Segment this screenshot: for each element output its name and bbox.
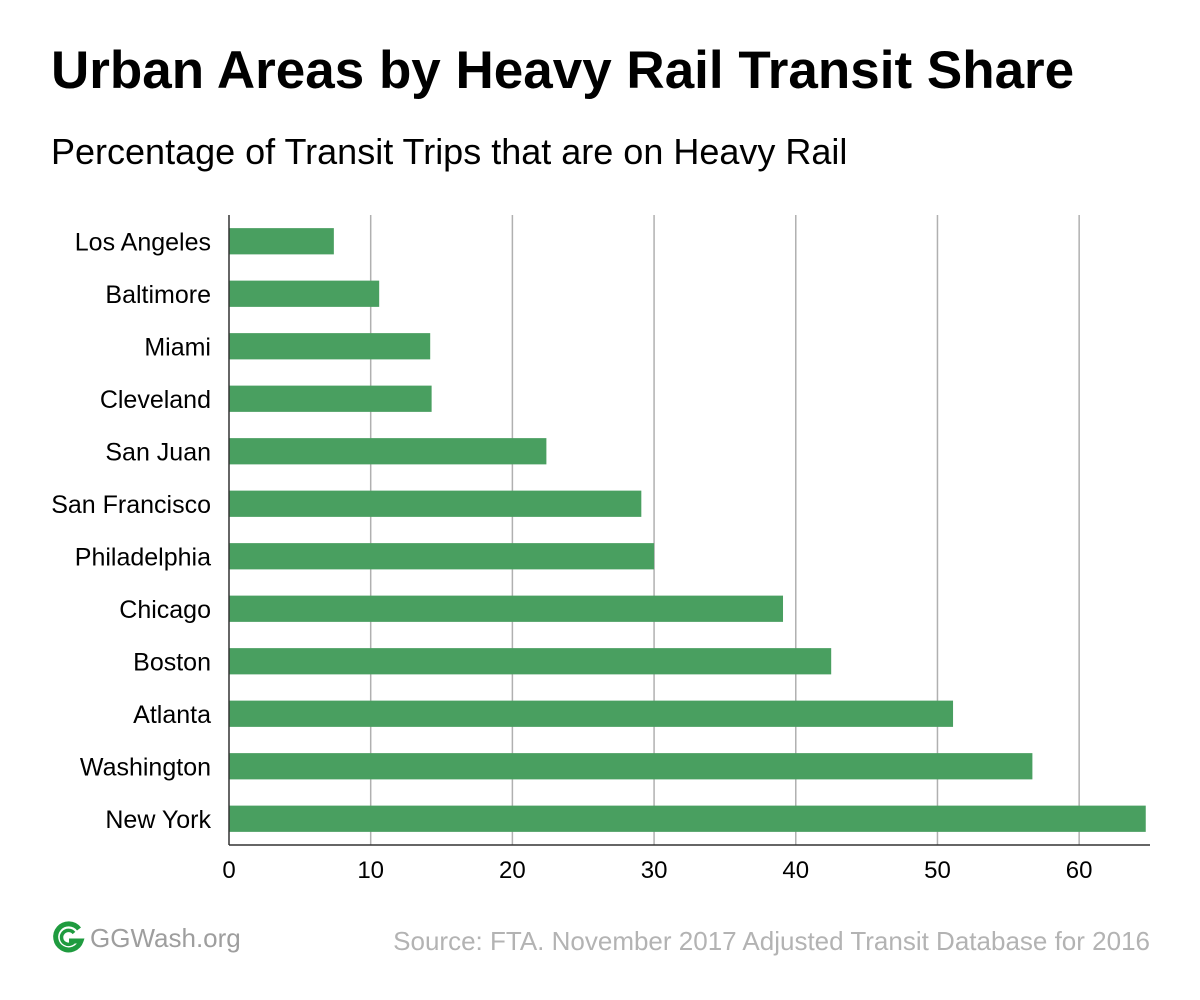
bars <box>229 228 1146 832</box>
category-label: Boston <box>133 648 211 676</box>
bar <box>229 385 432 412</box>
category-label: Cleveland <box>100 386 211 414</box>
brand-footer: GGWash.org <box>50 918 241 958</box>
brand-name: GGWash.org <box>90 922 241 953</box>
category-label: Baltimore <box>105 281 211 309</box>
bar <box>229 753 1033 780</box>
category-labels: Los Angeles Baltimore Miami Cleveland San Ju… <box>51 228 211 834</box>
category-label: Los Angeles <box>75 228 211 256</box>
bar <box>229 333 431 360</box>
bar <box>229 805 1146 832</box>
category-label: Atlanta <box>133 701 211 729</box>
ggwash-logo-icon <box>53 921 85 953</box>
bar <box>229 228 334 255</box>
category-label: New York <box>105 806 211 834</box>
source-note: Source: FTA. November 2017 Adjusted Tran… <box>393 926 1150 956</box>
x-tick-label: 40 <box>782 857 809 884</box>
x-tick-label: 30 <box>641 857 668 884</box>
x-tick-label: 10 <box>357 857 384 884</box>
category-label: Miami <box>144 333 211 361</box>
category-label: Washington <box>80 753 211 781</box>
x-tick-label: 0 <box>222 857 235 884</box>
chart-subtitle: Percentage of Transit Trips that are on … <box>51 131 848 172</box>
bar <box>229 438 547 465</box>
category-label: San Francisco <box>51 491 211 519</box>
x-tick-labels: 0 10 20 30 40 50 60 <box>222 857 1092 884</box>
category-label: Chicago <box>119 596 211 624</box>
bar <box>229 595 784 622</box>
bar <box>229 280 380 307</box>
chart-title: Urban Areas by Heavy Rail Transit Share <box>51 41 1075 100</box>
x-tick-label: 60 <box>1066 857 1093 884</box>
bar <box>229 543 655 570</box>
category-label: Philadelphia <box>75 543 211 571</box>
gridlines <box>369 215 1080 845</box>
x-tick-label: 50 <box>924 857 951 884</box>
bar <box>229 700 954 727</box>
bar <box>229 490 642 517</box>
axes <box>228 215 1150 846</box>
category-label: San Juan <box>105 438 211 466</box>
bar <box>229 648 832 675</box>
x-tick-label: 20 <box>499 857 526 884</box>
